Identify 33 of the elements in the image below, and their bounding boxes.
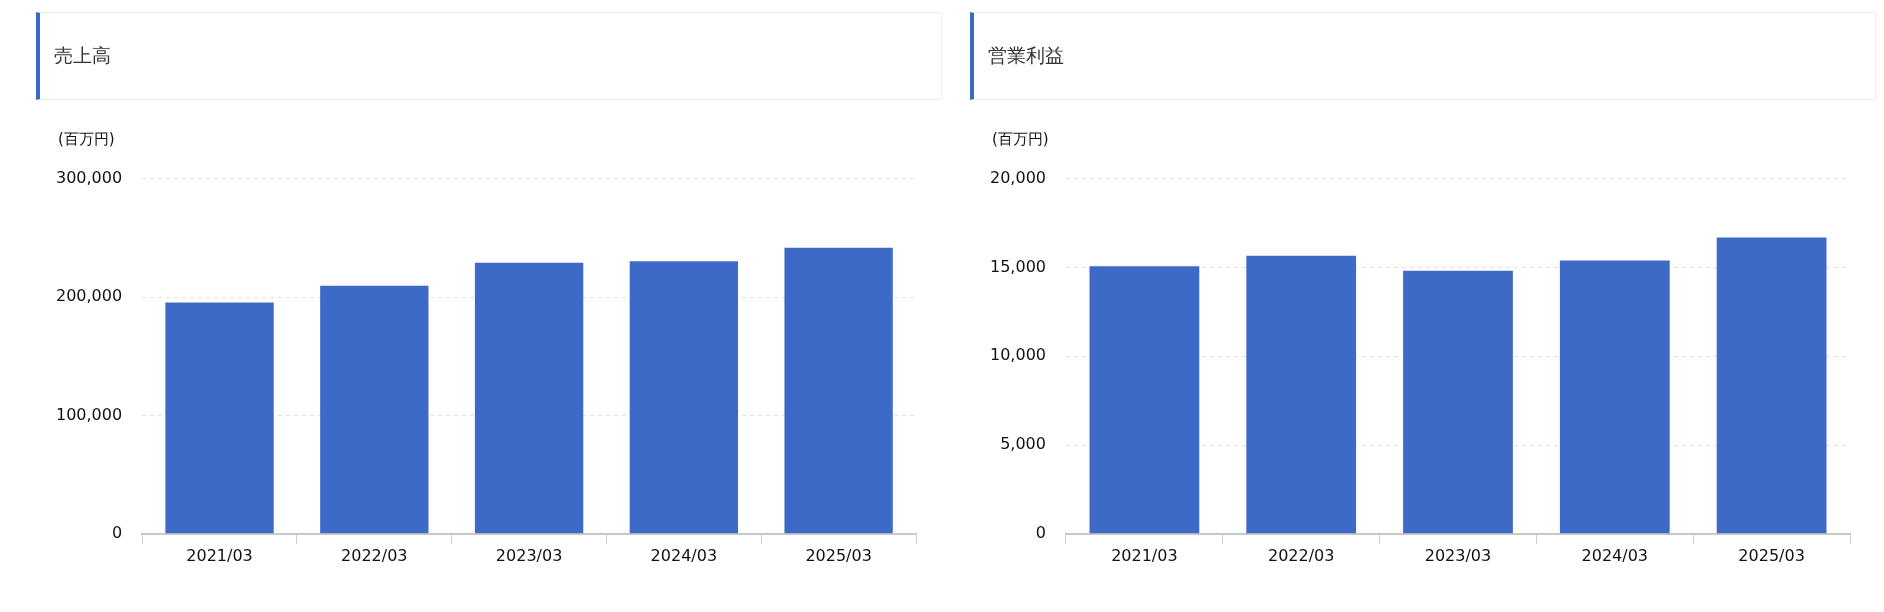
y-axis-title: (百万円) [992, 130, 1050, 149]
y-tick-label: 0 [111, 522, 123, 542]
chart-title: 売上高 [36, 12, 942, 100]
x-tick-label: 2023/03 [495, 545, 563, 565]
y-tick-label: 100,000 [55, 404, 123, 424]
x-tick-label: 2025/03 [805, 545, 872, 565]
y-tick-label: 5,000 [1000, 434, 1046, 454]
y-tick-label: 200,000 [55, 286, 123, 306]
chart-title: 営業利益 [970, 12, 1876, 100]
x-tick-label: 2024/03 [1581, 545, 1649, 565]
x-tick-label: 2025/03 [1738, 545, 1805, 565]
bar [1716, 237, 1827, 534]
y-axis-title: (百万円) [58, 130, 116, 149]
bar [1403, 270, 1513, 534]
bar [1089, 266, 1200, 534]
x-tick-label: 2023/03 [1424, 545, 1492, 565]
x-tick-label: 2022/03 [1267, 545, 1335, 565]
bar [474, 262, 584, 534]
y-tick-label: 15,000 [990, 256, 1046, 276]
y-tick-label: 0 [1035, 522, 1046, 542]
bar [1559, 260, 1670, 534]
y-tick-label: 300,000 [55, 167, 123, 187]
bar [320, 285, 429, 534]
y-tick-label: 20,000 [990, 167, 1046, 187]
y-tick-label: 10,000 [990, 345, 1046, 365]
x-tick-label: 2021/03 [1111, 545, 1178, 565]
x-tick-label: 2024/03 [650, 545, 718, 565]
bar [784, 247, 893, 534]
bar [1246, 255, 1357, 534]
x-tick-label: 2021/03 [186, 545, 253, 565]
x-tick-label: 2022/03 [341, 545, 408, 565]
bar [165, 302, 274, 534]
bar [629, 261, 739, 534]
